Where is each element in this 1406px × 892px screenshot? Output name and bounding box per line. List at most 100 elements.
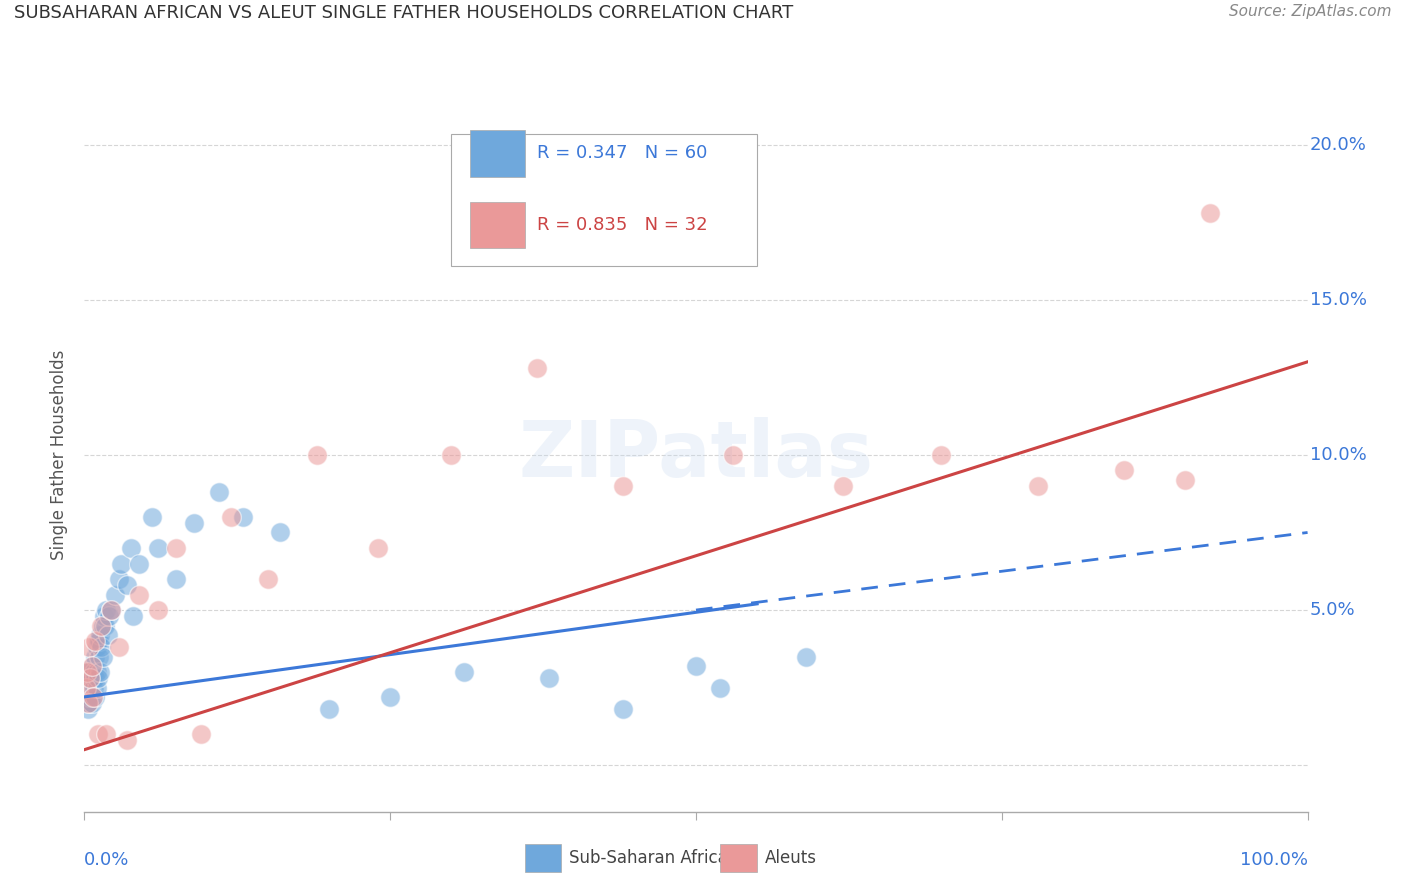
Point bbox=[77, 696, 100, 710]
Point bbox=[526, 361, 548, 376]
Point bbox=[146, 603, 169, 617]
Point bbox=[929, 448, 952, 462]
FancyBboxPatch shape bbox=[451, 134, 758, 266]
Point bbox=[76, 681, 98, 695]
Point bbox=[90, 618, 112, 632]
Point bbox=[104, 588, 127, 602]
Point bbox=[83, 681, 105, 695]
Point bbox=[84, 671, 107, 685]
Point bbox=[721, 448, 744, 462]
Point bbox=[120, 541, 142, 555]
Point bbox=[91, 618, 114, 632]
Point bbox=[165, 572, 187, 586]
Point bbox=[831, 479, 853, 493]
Point bbox=[80, 696, 103, 710]
Point bbox=[232, 510, 254, 524]
Point bbox=[1028, 479, 1050, 493]
Text: 10.0%: 10.0% bbox=[1310, 446, 1367, 464]
Point bbox=[76, 696, 98, 710]
Text: R = 0.835   N = 32: R = 0.835 N = 32 bbox=[537, 216, 707, 234]
Point bbox=[453, 665, 475, 679]
Point bbox=[87, 649, 110, 664]
Point bbox=[612, 479, 634, 493]
Point bbox=[79, 665, 101, 679]
Text: ZIPatlas: ZIPatlas bbox=[519, 417, 873, 493]
Point bbox=[367, 541, 389, 555]
Point bbox=[89, 628, 111, 642]
Point bbox=[141, 510, 163, 524]
Point bbox=[1174, 473, 1197, 487]
Point bbox=[115, 578, 138, 592]
Point bbox=[208, 485, 231, 500]
Point bbox=[87, 634, 110, 648]
Point bbox=[122, 609, 145, 624]
Bar bbox=[470, 130, 524, 177]
Point bbox=[538, 671, 561, 685]
Y-axis label: Single Father Households: Single Father Households bbox=[51, 350, 69, 560]
Point bbox=[84, 634, 107, 648]
Point bbox=[87, 671, 110, 685]
Point bbox=[94, 618, 117, 632]
Point bbox=[77, 690, 100, 704]
Point bbox=[90, 640, 112, 655]
Point bbox=[75, 690, 97, 704]
Point bbox=[165, 541, 187, 555]
Point bbox=[794, 649, 817, 664]
Text: Source: ZipAtlas.com: Source: ZipAtlas.com bbox=[1229, 4, 1392, 20]
Point bbox=[146, 541, 169, 555]
Bar bbox=[720, 844, 758, 872]
Point bbox=[612, 702, 634, 716]
Text: R = 0.347   N = 60: R = 0.347 N = 60 bbox=[537, 145, 707, 162]
Point bbox=[87, 727, 110, 741]
Point bbox=[183, 516, 205, 531]
Text: 15.0%: 15.0% bbox=[1310, 291, 1367, 309]
Point bbox=[77, 681, 100, 695]
Point bbox=[685, 659, 707, 673]
Point bbox=[97, 609, 120, 624]
Point bbox=[84, 649, 107, 664]
Point bbox=[77, 696, 100, 710]
Point bbox=[86, 665, 108, 679]
Text: 0.0%: 0.0% bbox=[84, 851, 129, 869]
Bar bbox=[470, 202, 524, 248]
Point bbox=[82, 659, 104, 673]
Point bbox=[86, 640, 108, 655]
Point bbox=[97, 628, 120, 642]
Point bbox=[77, 671, 100, 685]
Point bbox=[75, 681, 97, 695]
Text: Aleuts: Aleuts bbox=[765, 849, 817, 867]
Point bbox=[380, 690, 402, 704]
Point bbox=[80, 671, 103, 685]
Point bbox=[100, 603, 122, 617]
Point bbox=[128, 557, 150, 571]
Point bbox=[110, 557, 132, 571]
Point bbox=[83, 665, 105, 679]
Point bbox=[91, 649, 114, 664]
Point bbox=[709, 681, 731, 695]
Point bbox=[257, 572, 280, 586]
Point bbox=[96, 603, 118, 617]
Point bbox=[190, 727, 212, 741]
Point bbox=[86, 681, 108, 695]
Text: 5.0%: 5.0% bbox=[1310, 601, 1355, 619]
Point bbox=[80, 659, 103, 673]
Point bbox=[1198, 206, 1220, 220]
Point bbox=[79, 681, 101, 695]
Point bbox=[219, 510, 242, 524]
Point bbox=[77, 640, 100, 655]
Point bbox=[79, 690, 101, 704]
Point bbox=[84, 690, 107, 704]
Text: Sub-Saharan Africans: Sub-Saharan Africans bbox=[569, 849, 747, 867]
Point bbox=[1114, 463, 1136, 477]
Point bbox=[76, 665, 98, 679]
Point bbox=[77, 702, 100, 716]
Text: 100.0%: 100.0% bbox=[1240, 851, 1308, 869]
Point bbox=[87, 634, 110, 648]
Bar bbox=[524, 844, 561, 872]
Point bbox=[82, 690, 104, 704]
Text: 20.0%: 20.0% bbox=[1310, 136, 1367, 153]
Point bbox=[128, 588, 150, 602]
Text: SUBSAHARAN AFRICAN VS ALEUT SINGLE FATHER HOUSEHOLDS CORRELATION CHART: SUBSAHARAN AFRICAN VS ALEUT SINGLE FATHE… bbox=[14, 4, 793, 22]
Point bbox=[318, 702, 340, 716]
Point bbox=[305, 448, 328, 462]
